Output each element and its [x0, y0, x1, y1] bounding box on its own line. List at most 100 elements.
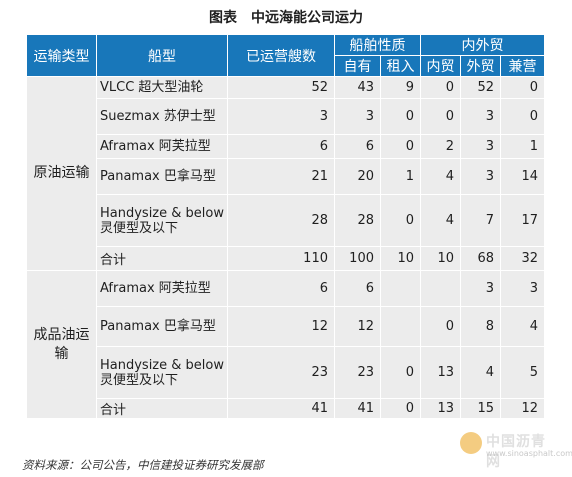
figure-title-text: 中远海能公司运力 — [251, 10, 363, 26]
both-cell: 17 — [499, 194, 546, 247]
header-group-nature: 船舶性质 — [334, 34, 421, 56]
both-cell: 12 — [499, 398, 546, 419]
count-cell: 41 — [227, 398, 335, 419]
ship-cell: Handysize & below 灵便型及以下 — [96, 194, 228, 247]
category-label: 成品油运输 — [33, 326, 90, 362]
own-cell: 20 — [334, 158, 381, 195]
count-cell: 6 — [227, 134, 335, 159]
ship-cell: Suezmax 苏伊士型 — [96, 98, 228, 135]
count-cell: 3 — [227, 98, 335, 135]
lease-cell: 0 — [380, 346, 421, 399]
table-row: 成品油运输 Aframax 阿芙拉型 6 6 3 3 — [26, 270, 546, 419]
lease-cell: 0 — [380, 194, 421, 247]
own-cell: 12 — [334, 306, 381, 347]
domestic-cell: 10 — [420, 246, 461, 271]
foreign-cell: 68 — [460, 246, 501, 271]
table-row: Panamax 巴拿马型 21 20 1 4 3 14 — [27, 158, 546, 195]
foreign-cell: 15 — [460, 398, 501, 419]
ship-cell: VLCC 超大型油轮 — [96, 76, 228, 99]
table-row-total: 合计 110 100 10 10 68 32 — [27, 246, 546, 271]
header-own: 自有 — [334, 55, 381, 77]
domestic-cell: 4 — [420, 194, 461, 247]
lease-cell: 0 — [380, 98, 421, 135]
foreign-cell: 8 — [460, 306, 501, 347]
foreign-cell: 3 — [460, 98, 501, 135]
table-row: 原油运输 VLCC 超大型油轮 52 43 9 0 52 0 — [26, 76, 546, 271]
header-both: 兼营 — [499, 55, 546, 77]
ship-cell: 合计 — [96, 398, 228, 419]
count-cell: 23 — [227, 346, 335, 399]
category-cell: 成品油运输 — [26, 270, 97, 419]
header-domestic: 内贸 — [420, 55, 461, 77]
lease-cell — [380, 270, 421, 307]
own-cell: 100 — [334, 246, 381, 271]
watermark: 中国沥青网 www.sinoasphalt.com — [460, 428, 572, 470]
source-note: 资料来源：公司公告，中信建投证券研究发展部 — [22, 458, 264, 472]
foreign-cell: 3 — [460, 158, 501, 195]
count-cell: 110 — [227, 246, 335, 271]
watermark-url: www.sinoasphalt.com — [486, 449, 572, 458]
ship-cell: 合计 — [96, 246, 228, 271]
watermark-text: 中国沥青网 — [486, 434, 546, 470]
figure-label: 图表 — [209, 10, 237, 26]
table-row: Handysize & below 灵便型及以下 23 23 0 13 4 5 — [27, 346, 546, 399]
count-cell: 21 — [227, 158, 335, 195]
lease-cell: 1 — [380, 158, 421, 195]
foreign-cell: 52 — [460, 76, 501, 99]
category-cell: 原油运输 — [26, 76, 97, 271]
own-cell: 6 — [334, 134, 381, 159]
own-cell: 28 — [334, 194, 381, 247]
figure-title: 图表 中远海能公司运力 — [0, 7, 572, 27]
count-cell: 52 — [227, 76, 335, 99]
foreign-cell: 7 — [460, 194, 501, 247]
header-foreign: 外贸 — [460, 55, 501, 77]
own-cell: 23 — [334, 346, 381, 399]
header-lease: 租入 — [380, 55, 421, 77]
ship-cell: Handysize & below 灵便型及以下 — [96, 346, 228, 399]
domestic-cell — [420, 270, 461, 307]
lease-cell: 0 — [380, 398, 421, 419]
own-cell: 3 — [334, 98, 381, 135]
both-cell: 32 — [499, 246, 546, 271]
table-row-total: 合计 41 41 0 13 15 12 — [27, 398, 546, 419]
both-cell: 1 — [499, 134, 546, 159]
header-group-trade: 内外贸 — [419, 34, 546, 56]
domestic-cell: 0 — [420, 306, 461, 347]
lease-cell — [380, 306, 421, 347]
ship-cell: Panamax 巴拿马型 — [96, 158, 228, 195]
domestic-cell: 13 — [420, 346, 461, 399]
lease-cell: 10 — [380, 246, 421, 271]
header-ship-type: 船型 — [96, 34, 228, 77]
foreign-cell: 3 — [460, 134, 501, 159]
lease-cell: 9 — [380, 76, 421, 99]
domestic-cell: 4 — [420, 158, 461, 195]
both-cell: 4 — [499, 306, 546, 347]
watermark-logo-icon — [460, 432, 482, 454]
foreign-cell: 4 — [460, 346, 501, 399]
both-cell: 5 — [499, 346, 546, 399]
both-cell: 0 — [499, 76, 546, 99]
ship-cell: Aframax 阿芙拉型 — [96, 134, 228, 159]
own-cell: 41 — [334, 398, 381, 419]
ship-cell: Aframax 阿芙拉型 — [96, 270, 228, 307]
header-transport-type: 运输类型 — [26, 34, 97, 77]
foreign-cell: 3 — [460, 270, 501, 307]
table-row: Suezmax 苏伊士型 3 3 0 0 3 0 — [27, 98, 546, 135]
domestic-cell: 0 — [420, 98, 461, 135]
ship-cell: Panamax 巴拿马型 — [96, 306, 228, 347]
both-cell: 14 — [499, 158, 546, 195]
table-row: Panamax 巴拿马型 12 12 0 8 4 — [27, 306, 546, 347]
count-cell: 6 — [227, 270, 335, 307]
domestic-cell: 2 — [420, 134, 461, 159]
domestic-cell: 0 — [420, 76, 461, 99]
header-operating-count: 已运营艘数 — [227, 34, 335, 77]
domestic-cell: 13 — [420, 398, 461, 419]
table-row: Handysize & below 灵便型及以下 28 28 0 4 7 17 — [27, 194, 546, 247]
table-row: Aframax 阿芙拉型 6 6 0 2 3 1 — [27, 134, 546, 159]
own-cell: 43 — [334, 76, 381, 99]
count-cell: 28 — [227, 194, 335, 247]
both-cell: 0 — [499, 98, 546, 135]
both-cell: 3 — [499, 270, 546, 307]
own-cell: 6 — [334, 270, 381, 307]
count-cell: 12 — [227, 306, 335, 347]
